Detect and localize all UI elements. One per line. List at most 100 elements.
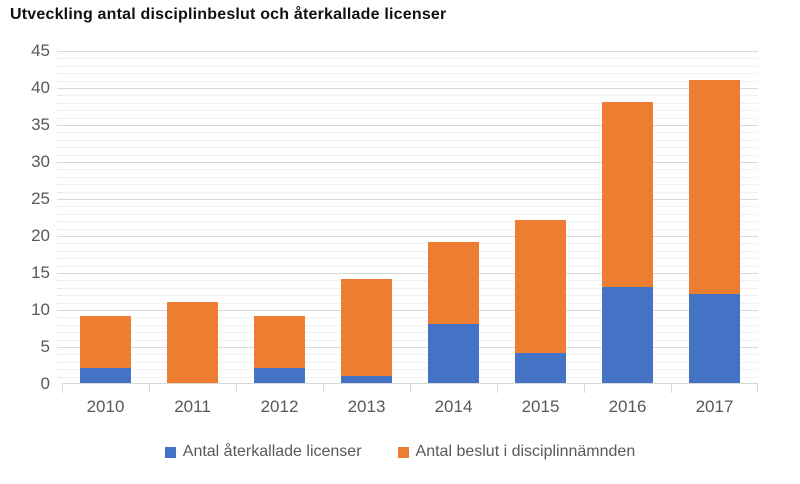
gridline-minor <box>62 110 758 112</box>
x-axis-label-2016: 2016 <box>608 397 647 416</box>
bar-2015-beslut-disciplinnamnden <box>515 220 566 354</box>
x-axis-tick <box>62 384 63 393</box>
y-axis-tick <box>57 88 62 89</box>
y-axis-label-25: 25 <box>31 189 50 208</box>
plot-area <box>57 51 758 393</box>
x-axis-tick <box>323 384 324 393</box>
y-axis-tick <box>57 258 62 260</box>
gridline-minor <box>62 287 758 289</box>
gridline-minor <box>62 228 758 230</box>
x-axis-label-2014: 2014 <box>434 397 473 416</box>
gridline-minor <box>62 147 758 149</box>
y-axis-tick <box>57 73 62 75</box>
y-axis-label-10: 10 <box>31 300 50 319</box>
y-axis-tick <box>57 236 62 237</box>
gridline-minor <box>62 184 758 186</box>
bar-2017-aterkallade-licenser <box>689 294 740 383</box>
x-axis-tick <box>497 384 498 393</box>
bar-2010-aterkallade-licenser <box>80 368 131 383</box>
y-axis-tick <box>57 147 62 149</box>
gridline-minor <box>62 280 758 282</box>
gridline-minor <box>62 376 758 378</box>
y-axis-label-15: 15 <box>31 263 50 282</box>
y-axis-label-30: 30 <box>31 152 50 171</box>
y-axis-tick <box>57 376 62 378</box>
legend-swatch-aterkallade-licenser <box>164 446 176 458</box>
x-axis-label-2017: 2017 <box>695 397 734 416</box>
y-axis-tick <box>57 317 62 319</box>
gridline-major <box>62 162 758 163</box>
x-axis-tick <box>671 384 672 393</box>
gridline-minor <box>62 324 758 326</box>
gridline-minor <box>62 317 758 319</box>
bar-2016-beslut-disciplinnamnden <box>602 101 653 287</box>
gridline-major <box>62 199 758 200</box>
gridline-minor <box>62 213 758 215</box>
bar-2014-aterkallade-licenser <box>428 323 479 383</box>
y-axis-label-40: 40 <box>31 78 50 97</box>
x-axis-labels: 2010 2011 2012 2013 2014 2015 2016 2017 <box>62 397 758 417</box>
gridline-minor <box>62 95 758 97</box>
y-axis-tick <box>57 58 62 60</box>
gridline-major <box>62 347 758 348</box>
x-axis-tick <box>236 384 237 393</box>
gridline-minor <box>62 221 758 223</box>
legend-item-beslut-disciplinnamnden: Antal beslut i disciplinnämnden <box>397 443 636 461</box>
y-axis-tick <box>57 162 62 163</box>
y-axis-tick <box>57 199 62 200</box>
bar-2016-aterkallade-licenser <box>602 286 653 383</box>
x-axis-tick <box>149 384 150 393</box>
y-axis-tick <box>57 95 62 97</box>
bar-2014-beslut-disciplinnamnden <box>428 242 479 324</box>
bar-2010-beslut-disciplinnamnden <box>80 316 131 369</box>
y-axis-label-20: 20 <box>31 226 50 245</box>
y-axis-tick <box>57 191 62 193</box>
x-axis-label-2013: 2013 <box>347 397 386 416</box>
gridline-minor <box>62 361 758 363</box>
y-axis-tick <box>57 332 62 334</box>
y-axis-tick <box>57 228 62 230</box>
gridline-minor <box>62 117 758 119</box>
gridline-minor <box>62 102 758 104</box>
bar-2011-beslut-disciplinnamnden <box>167 301 218 383</box>
y-axis-label-45: 45 <box>31 41 50 60</box>
gridline-minor <box>62 139 758 141</box>
gridline-minor <box>62 176 758 178</box>
gridline-minor <box>62 80 758 82</box>
gridline-minor <box>62 65 758 67</box>
gridline-minor <box>62 58 758 60</box>
y-axis-tick <box>57 354 62 356</box>
y-axis-tick <box>57 310 62 311</box>
y-axis-tick <box>57 117 62 119</box>
gridline-minor <box>62 243 758 245</box>
legend-item-aterkallade-licenser: Antal återkallade licenser <box>164 443 362 461</box>
legend-label-beslut-disciplinnamnden: Antal beslut i disciplinnämnden <box>415 443 636 460</box>
y-axis-tick <box>57 221 62 223</box>
gridline-minor <box>62 73 758 75</box>
y-axis-tick <box>57 213 62 215</box>
y-axis-tick <box>57 125 62 126</box>
y-axis-label-5: 5 <box>40 337 50 356</box>
x-axis-label-2015: 2015 <box>521 397 560 416</box>
gridline-minor <box>62 169 758 171</box>
y-axis-tick <box>57 243 62 245</box>
y-axis-tick <box>57 65 62 67</box>
y-axis-tick <box>57 51 62 52</box>
y-axis-tick <box>57 169 62 171</box>
y-axis-tick <box>57 110 62 112</box>
gridline-minor <box>62 258 758 260</box>
y-axis-tick <box>57 176 62 178</box>
y-axis-tick <box>57 302 62 304</box>
y-axis-tick <box>57 184 62 186</box>
y-axis-tick <box>57 250 62 252</box>
y-axis-tick <box>57 80 62 82</box>
y-axis-tick <box>57 347 62 348</box>
x-axis-label-2010: 2010 <box>86 397 125 416</box>
gridline-minor <box>62 191 758 193</box>
y-axis-tick <box>57 295 62 297</box>
gridline-minor <box>62 132 758 134</box>
bar-2013-aterkallade-licenser <box>341 375 392 383</box>
bar-2012-aterkallade-licenser <box>254 368 305 383</box>
gridline-major <box>62 273 758 274</box>
